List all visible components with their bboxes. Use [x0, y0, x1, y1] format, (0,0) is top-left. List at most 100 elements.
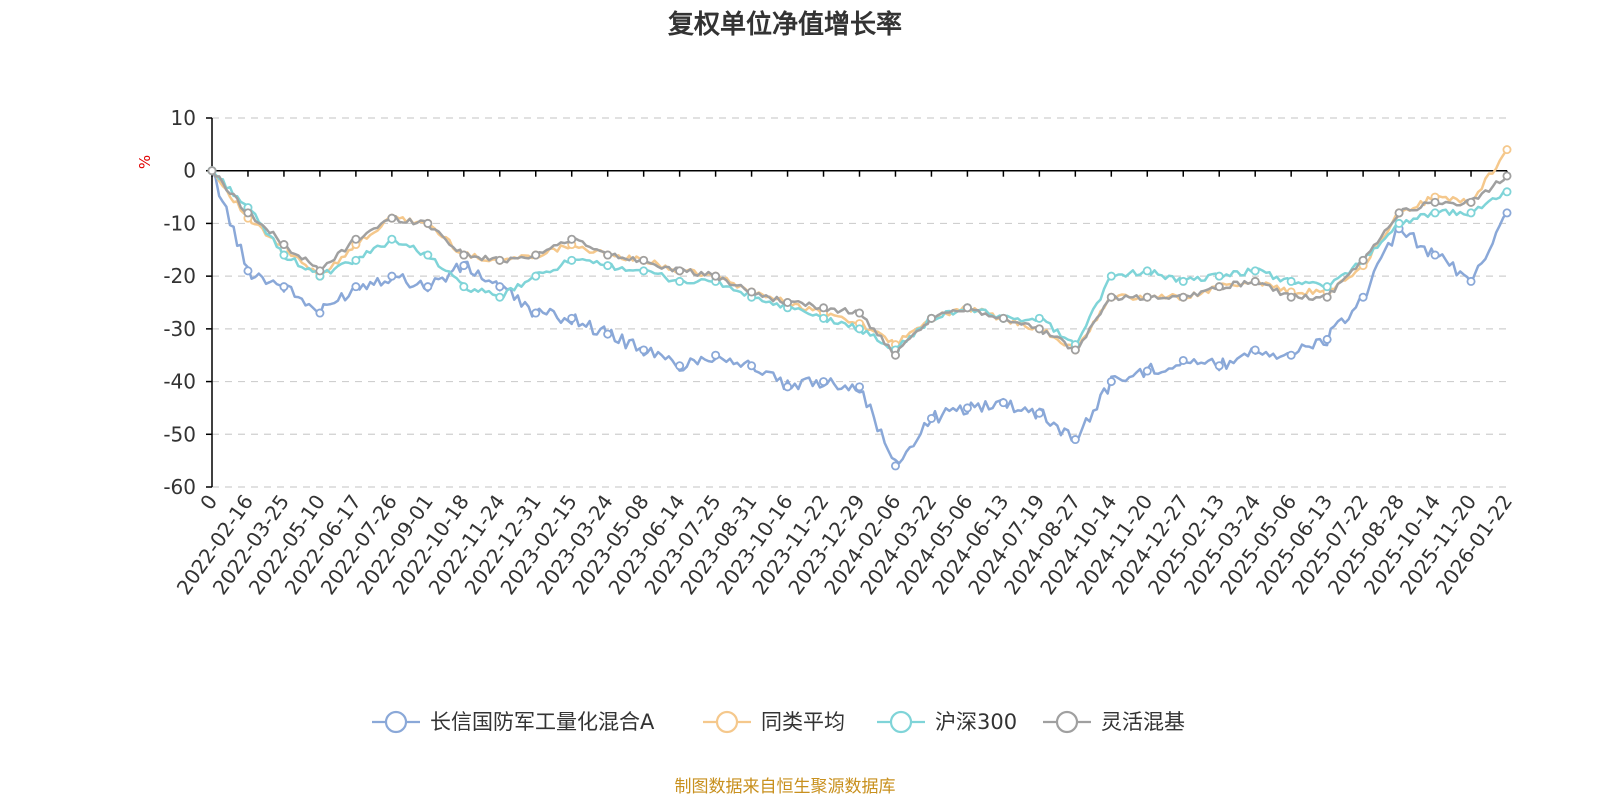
data-point	[998, 313, 1008, 323]
data-point	[459, 261, 469, 271]
data-point	[747, 361, 757, 371]
data-point	[459, 250, 469, 260]
data-point	[1250, 276, 1260, 286]
data-point	[890, 461, 900, 471]
data-point	[1430, 250, 1440, 260]
data-point	[1322, 334, 1332, 344]
legend-circle-icon	[384, 710, 408, 734]
axes	[206, 117, 1508, 488]
data-point	[1214, 361, 1224, 371]
y-tick-label: -30	[163, 317, 196, 341]
data-point	[747, 287, 757, 297]
y-tick-label: -20	[163, 264, 196, 288]
chart-title: 复权单位净值增长率	[668, 9, 902, 40]
y-tick-label: -40	[163, 370, 196, 394]
data-point	[855, 308, 865, 318]
data-point	[1286, 276, 1296, 286]
legend-label: 同类平均	[761, 710, 845, 734]
data-point	[243, 208, 253, 218]
data-point	[1502, 208, 1512, 218]
legend-circle-icon	[889, 710, 913, 734]
data-point	[1394, 218, 1404, 228]
data-point	[1322, 282, 1332, 292]
y-axis-unit: %	[136, 155, 154, 169]
data-point	[819, 377, 829, 387]
legend-label: 沪深300	[935, 710, 1017, 734]
data-point	[1394, 208, 1404, 218]
data-point	[279, 240, 289, 250]
data-point	[1466, 208, 1476, 218]
data-point	[783, 382, 793, 392]
data-point	[1034, 324, 1044, 334]
legend-item-1[interactable]: 同类平均	[703, 710, 845, 734]
legend-item-2[interactable]: 沪深300	[877, 710, 1017, 734]
legend-item-0[interactable]: 长信国防军工量化混合A	[372, 710, 655, 734]
data-point	[495, 255, 505, 265]
data-point	[1142, 292, 1152, 302]
data-point	[279, 250, 289, 260]
data-point	[1034, 408, 1044, 418]
legend[interactable]: 长信国防军工量化混合A 同类平均 沪深300 灵活混基	[372, 710, 1185, 734]
y-tick-label: -60	[163, 475, 196, 499]
data-point	[603, 250, 613, 260]
data-point	[1178, 355, 1188, 365]
data-point	[855, 382, 865, 392]
data-point	[1502, 187, 1512, 197]
grid-lines	[212, 117, 1507, 488]
data-point	[1250, 345, 1260, 355]
data-point	[926, 413, 936, 423]
data-point	[783, 297, 793, 307]
data-point	[387, 271, 397, 281]
data-point	[387, 234, 397, 244]
data-point	[567, 313, 577, 323]
data-point	[1466, 197, 1476, 207]
data-point	[387, 213, 397, 223]
x-tick-labels: 02022-02-162022-03-252022-05-102022-06-1…	[172, 490, 1517, 599]
data-point	[1286, 350, 1296, 360]
data-point	[711, 271, 721, 281]
data-point	[567, 234, 577, 244]
data-point	[639, 266, 649, 276]
data-point	[1358, 292, 1368, 302]
data-point	[675, 266, 685, 276]
data-point	[423, 250, 433, 260]
data-point	[351, 282, 361, 292]
legend-circle-icon	[1055, 710, 1079, 734]
data-point	[926, 313, 936, 323]
data-point	[207, 166, 217, 176]
data-point	[531, 308, 541, 318]
y-tick-label: 0	[183, 159, 196, 183]
data-point	[423, 282, 433, 292]
data-point	[639, 255, 649, 265]
data-point	[1322, 292, 1332, 302]
data-point	[315, 266, 325, 276]
data-point	[1142, 366, 1152, 376]
data-point	[1502, 145, 1512, 155]
data-point	[531, 250, 541, 260]
legend-label: 长信国防军工量化混合A	[430, 710, 655, 734]
data-point	[1142, 266, 1152, 276]
legend-item-3[interactable]: 灵活混基	[1043, 710, 1185, 734]
data-point	[351, 255, 361, 265]
data-point	[1034, 313, 1044, 323]
data-point	[1286, 292, 1296, 302]
data-point	[1070, 435, 1080, 445]
data-point	[423, 218, 433, 228]
data-point	[675, 361, 685, 371]
data-point	[1358, 255, 1368, 265]
y-tick-labels: 10 0 -10 -20 -30 -40 -50 -60	[163, 106, 196, 499]
data-point	[603, 329, 613, 339]
data-point	[495, 282, 505, 292]
data-point	[1106, 271, 1116, 281]
data-point	[603, 261, 613, 271]
data-point	[962, 403, 972, 413]
data-point	[1070, 345, 1080, 355]
data-point	[1502, 171, 1512, 181]
data-point	[1214, 271, 1224, 281]
series-lines	[207, 145, 1512, 471]
x-tick-label: 0	[195, 490, 222, 514]
legend-label: 灵活混基	[1101, 710, 1185, 734]
data-point	[675, 276, 685, 286]
data-point	[639, 345, 649, 355]
